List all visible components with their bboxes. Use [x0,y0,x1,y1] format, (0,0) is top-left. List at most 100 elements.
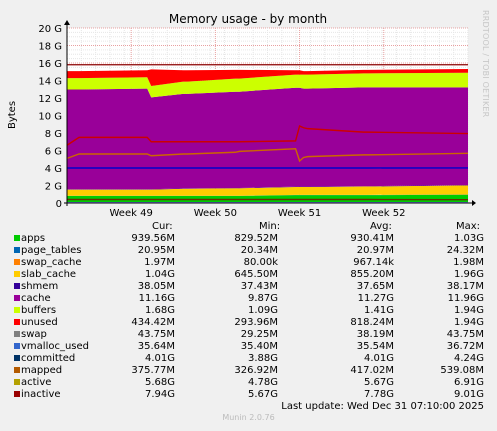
legend-min: 293.96M [234,317,278,328]
legend-avg: 11.27G [357,293,394,304]
legend-cur: 20.95M [137,245,175,256]
legend-cur: 1.04G [144,269,175,280]
legend-swatch [14,391,20,397]
legend-swatch [14,307,20,313]
legend-max: 1.03G [453,233,484,244]
legend-cur: 4.01G [144,353,175,364]
x-axis-ticks: Week 49 Week 50 Week 51 Week 52 [110,208,406,219]
legend-max: 43.75M [446,329,484,340]
legend-min: 20.34M [240,245,278,256]
area-buffers [67,72,468,98]
legend-cur: 38.05M [137,281,175,292]
legend-swatch [14,331,20,337]
y-tick-label: 2 G [45,182,62,193]
x-axis-arrow [472,200,476,206]
legend-min: 3.88G [247,353,278,364]
y-tick-label: 16 G [38,59,62,70]
legend-min: 326.92M [234,365,278,376]
area-shmem [67,185,468,190]
legend-avg: 20.97M [356,245,394,256]
legend-swatch [14,355,20,361]
legend-min: 4.78G [247,377,278,388]
legend-header-min: Min: [259,221,281,232]
legend-swatch [14,343,20,349]
legend-min: 35.40M [240,341,278,352]
legend-name: buffers [21,305,57,316]
legend-max: 24.32M [446,245,484,256]
legend-cur: 11.16G [138,293,175,304]
legend-avg: 930.41M [350,233,394,244]
legend-avg: 818.24M [350,317,394,328]
legend-cur: 7.94G [144,389,175,400]
legend-name: mapped [21,365,63,376]
legend-min: 5.67G [247,389,278,400]
line-inactive [66,125,469,146]
line-active [66,148,469,163]
y-tick-label: 14 G [38,77,62,88]
legend-min: 1.09G [247,305,278,316]
legend-row-unused: unused 434.42M 293.96M 818.24M 1.94G [0,317,497,329]
legend-max: 1.96G [453,269,484,280]
legend-max: 1.94G [453,317,484,328]
legend-swatch [14,295,20,301]
legend-row-vmalloc_used: vmalloc_used 35.64M 35.40M 35.54M 36.72M [0,341,497,353]
legend-swatch [14,367,20,373]
y-tick-label: 12 G [38,94,62,105]
legend-row-committed: committed 4.01G 3.88G 4.01G 4.24G [0,353,497,365]
legend-max: 1.98M [453,257,484,268]
legend-header-avg: Avg: [370,221,392,232]
legend-swatch [14,283,20,289]
y-tick-label: 4 G [45,164,62,175]
legend-max: 1.94G [453,305,484,316]
legend-cur: 375.77M [131,365,175,376]
legend-name: inactive [21,389,61,400]
legend-avg: 7.78G [363,389,394,400]
legend-name: page_tables [21,245,82,256]
legend-cur: 1.68G [144,305,175,316]
legend-name: unused [21,317,58,328]
legend-cur: 35.64M [137,341,175,352]
chart-title: Memory usage - by month [169,12,327,26]
legend-name: shmem [21,281,59,292]
legend-avg: 37.65M [356,281,394,292]
x-tick-label: Week 50 [194,208,237,219]
legend-header-max: Max: [456,221,481,232]
legend-min: 829.52M [234,233,278,244]
area-slab_cache [67,185,468,196]
y-tick-label: 8 G [45,129,62,140]
legend-min: 29.25M [240,329,278,340]
legend-row-active: active 5.68G 4.78G 5.67G 6.91G [0,377,497,389]
area-page_tables [67,194,468,196]
legend-row-inactive: inactive 7.94G 5.67G 7.78G 9.01G [0,389,497,401]
legend-cur: 1.97M [144,257,175,268]
legend-row-buffers: buffers 1.68G 1.09G 1.41G 1.94G [0,305,497,317]
legend-swatch [14,271,20,277]
legend-row-cache: cache 11.16G 9.87G 11.27G 11.96G [0,293,497,305]
y-tick-label: 10 G [38,112,62,123]
legend-name: vmalloc_used [21,341,90,352]
legend-header-cur: Cur: [152,221,173,232]
legend-min: 645.50M [234,269,278,280]
legend-avg: 35.54M [356,341,394,352]
legend-row-apps: apps 939.56M 829.52M 930.41M 1.03G [0,233,497,245]
legend-row-slab_cache: slab_cache 1.04G 645.50M 855.20M 1.96G [0,269,497,281]
rrdtool-credit: RRDTOOL / TOBI OETIKER [481,10,490,118]
legend-avg: 4.01G [363,353,394,364]
legend-row-page_tables: page_tables 20.95M 20.34M 20.97M 24.32M [0,245,497,257]
area-unused [67,68,468,87]
y-axis-ticks: 0 2 G 4 G 6 G 8 G 10 G 12 G 14 G 16 G 18 G 20 G [38,24,62,210]
area-cache [67,87,468,190]
legend-min: 37.43M [240,281,278,292]
legend-swatch [14,379,20,385]
legend-name: active [21,377,52,388]
y-tick-label: 0 [56,199,62,210]
legend-name: swap_cache [21,257,82,268]
x-tick-label: Week 52 [362,208,405,219]
legend-max: 6.91G [453,377,484,388]
y-tick-label: 18 G [38,42,62,53]
stacked-areas [67,68,468,203]
legend-max: 11.96G [447,293,484,304]
legend-name: apps [21,233,46,244]
legend-min: 9.87G [247,293,278,304]
legend-avg: 5.67G [363,377,394,388]
